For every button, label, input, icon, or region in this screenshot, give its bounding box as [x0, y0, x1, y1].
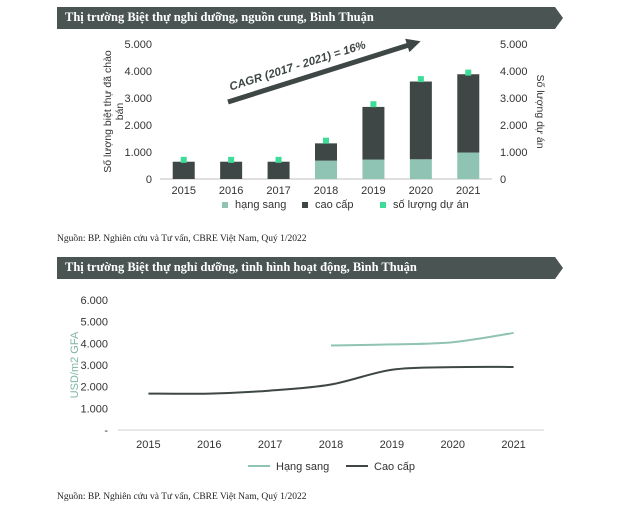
supply-stacked-bar-chart: 0 1.000 2.000 3.000 4.000 5.000 0 1.000 2.000 3.0…: [102, 38, 546, 211]
chart1-source: Nguồn: BP. Nghiên cứu và Tư vấn, CBRE Vi…: [57, 234, 307, 244]
legend-label: hạng sang: [235, 199, 286, 211]
y-tick-label: 3.000: [124, 93, 152, 105]
x-tick-label: 2017: [266, 185, 290, 197]
x-tick-label: 2017: [258, 439, 282, 451]
bar-luxury: [315, 160, 337, 179]
y2-tick-label: 0: [500, 174, 506, 186]
y-tick-label: 4.000: [80, 338, 108, 350]
bar-luxury: [409, 159, 432, 179]
x-tick-label: 2016: [197, 439, 221, 451]
banner-shape: [57, 7, 563, 29]
x-tick-label: 2020: [409, 185, 433, 197]
y-tick-label: 3.000: [80, 360, 108, 372]
x-tick-label: 2018: [319, 439, 343, 451]
y-tick-label: 5.000: [80, 317, 108, 329]
legend-label: Hạng sang: [276, 461, 329, 473]
y2-tick-label: 1.000: [500, 147, 528, 159]
luxury-price-line: [330, 331, 514, 347]
price-line-chart: - 1.000 2.000 3.000 4.000 5.000 6.000 USD/m2 GF…: [69, 295, 544, 473]
bar-highend: [409, 81, 432, 160]
project-count-point: [180, 156, 187, 163]
y2-axis-label: Số lượng dự án: [534, 74, 546, 148]
y-axis-label: Số lượng biệt thự đã chàobán: [102, 50, 126, 173]
legend-marker: [222, 202, 228, 208]
project-count-point: [417, 76, 424, 83]
y2-tick-label: 3.000: [500, 93, 528, 105]
y-tick-label: 2.000: [124, 120, 152, 132]
bar-luxury: [362, 159, 385, 179]
highend-price-line: [148, 365, 514, 395]
y-tick-label: 1.000: [80, 403, 108, 415]
x-tick-label: 2019: [361, 185, 385, 197]
project-count-point: [228, 156, 235, 163]
bar-highend: [315, 143, 337, 161]
chart1-title: Thị trường Biệt thự nghỉ dưỡng, nguồn cu…: [65, 10, 374, 24]
chart2-title: Thị trường Biệt thự nghỉ dưỡng, tình hìn…: [65, 260, 417, 274]
y-axis-label: USD/m2 GFA: [69, 331, 81, 398]
x-tick-label: 2021: [501, 439, 525, 451]
project-count-point: [370, 101, 377, 108]
chart2-source: Nguồn: BP. Nghiên cứu và Tư vấn, CBRE Vi…: [57, 492, 307, 502]
x-tick-label: 2016: [219, 185, 243, 197]
y2-tick-label: 4.000: [500, 66, 528, 78]
bar-highend: [362, 106, 385, 160]
chart1-banner: Thị trường Biệt thự nghỉ dưỡng, nguồn cu…: [57, 7, 563, 29]
cagr-arrow: CAGR (2017 - 2021) = 16%: [227, 38, 421, 105]
cagr-arrow-shape: [227, 38, 421, 105]
x-tick-label: 2018: [314, 185, 338, 197]
banner-shape: [57, 257, 563, 279]
bar-luxury: [457, 152, 480, 179]
legend-label: số lượng dự án: [393, 199, 469, 211]
y-tick-label: 6.000: [80, 295, 108, 307]
y-tick-label: 2.000: [80, 382, 108, 394]
y-axis-label-line: Số lượng biệt thự đã chào: [102, 50, 114, 173]
project-count-point: [465, 69, 472, 76]
x-tick-label: 2015: [171, 185, 195, 197]
y2-tick-label: 2.000: [500, 120, 528, 132]
legend-marker: [302, 202, 308, 208]
y2-tick-label: 5.000: [500, 39, 528, 51]
y-axis-label-line: bán: [114, 103, 126, 121]
legend-label: cao cấp: [315, 199, 354, 211]
y-tick-label: 1.000: [124, 147, 152, 159]
legend-label: Cao cấp: [374, 461, 415, 473]
project-count-point: [275, 156, 282, 163]
bar-highend: [220, 161, 243, 179]
y-tick-label: 5.000: [124, 39, 152, 51]
y-tick-label: 4.000: [124, 66, 152, 78]
bar-highend: [172, 161, 195, 179]
x-tick-label: 2019: [380, 439, 404, 451]
y-tick-label: 0: [146, 174, 152, 186]
bar-highend: [267, 161, 290, 179]
y-tick-label: -: [104, 425, 108, 437]
legend-marker: [380, 202, 386, 208]
chart2-banner: Thị trường Biệt thự nghỉ dưỡng, tình hìn…: [57, 257, 563, 279]
project-count-point: [323, 137, 329, 144]
x-tick-label: 2021: [456, 185, 480, 197]
x-tick-label: 2020: [440, 439, 464, 451]
x-tick-label: 2015: [136, 439, 160, 451]
bar-highend: [457, 74, 480, 153]
